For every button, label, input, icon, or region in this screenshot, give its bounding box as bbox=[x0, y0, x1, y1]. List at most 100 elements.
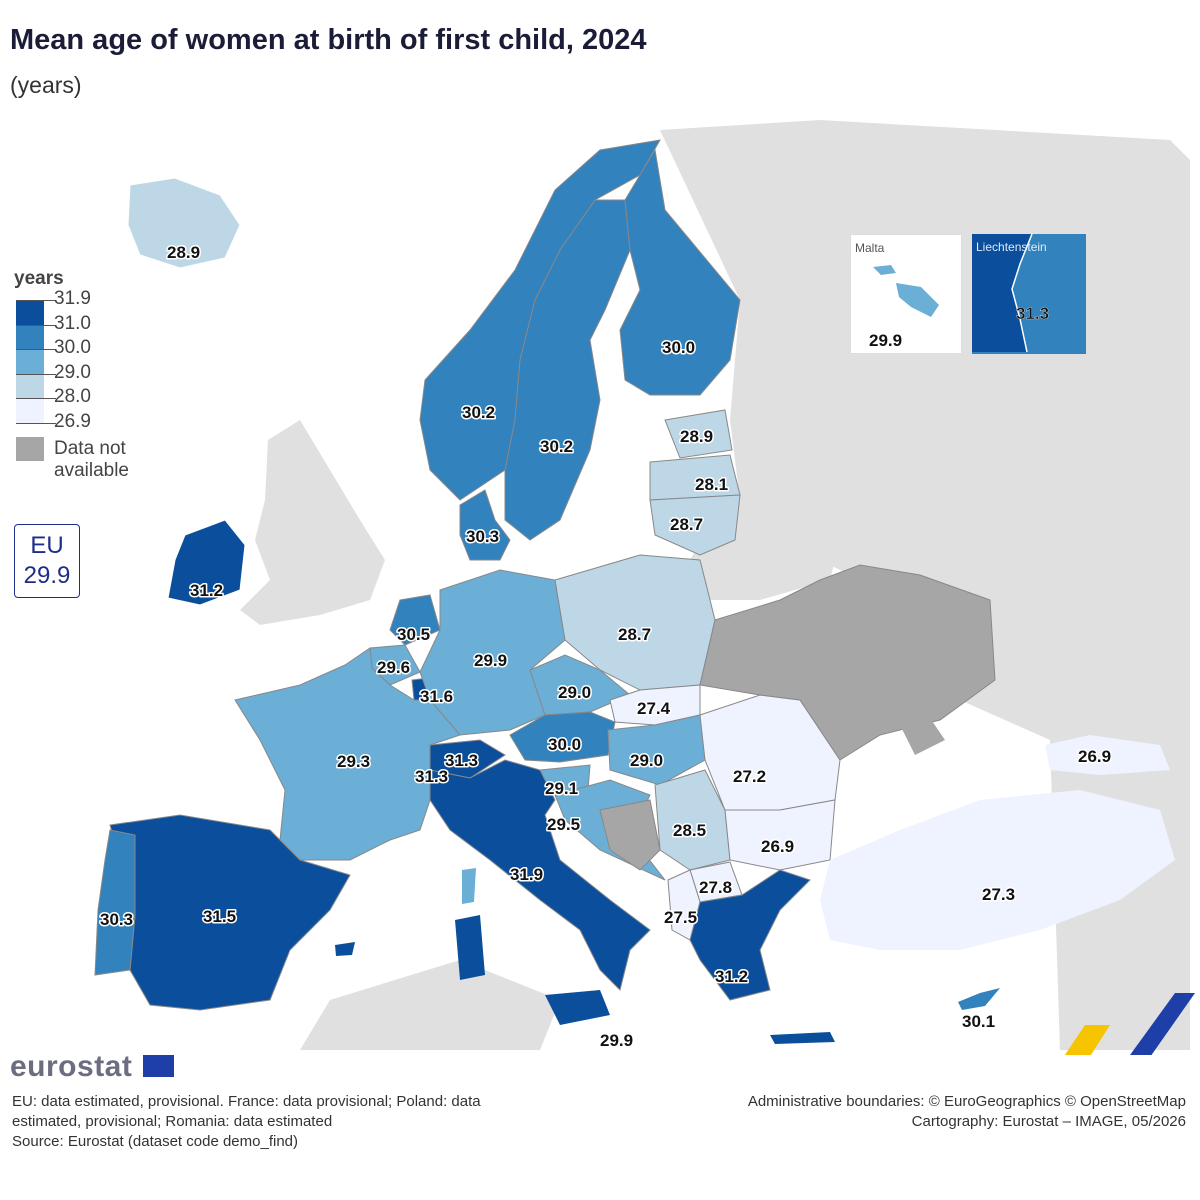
value-ireland: 31.2 bbox=[190, 581, 223, 600]
country-sweden bbox=[504, 199, 631, 541]
value-croatia: 29.5 bbox=[547, 815, 580, 834]
value-portugal: 30.3 bbox=[100, 910, 133, 929]
land-north-africa bbox=[300, 960, 560, 1050]
inset-malta-name: Malta bbox=[855, 241, 885, 255]
map-title: Mean age of women at birth of first chil… bbox=[10, 24, 647, 56]
footer-notes-text: EU: data estimated, provisional. France:… bbox=[12, 1093, 481, 1130]
country-greece bbox=[689, 869, 811, 1001]
inset-malta-map bbox=[873, 265, 939, 317]
island-sardinia bbox=[455, 915, 485, 980]
legend-na-swatch bbox=[16, 436, 44, 461]
eu-label: EU bbox=[30, 532, 64, 559]
legend-bin-6: 26.9 bbox=[14, 411, 91, 432]
inset-malta-island bbox=[896, 283, 939, 317]
value-norway: 30.2 bbox=[462, 403, 495, 422]
footer-source: Source: Eurostat (dataset code demo_find… bbox=[12, 1133, 298, 1150]
value-france: 29.3 bbox=[337, 752, 370, 771]
legend-swatch-3 bbox=[16, 349, 44, 374]
value-greece: 31.2 bbox=[715, 967, 748, 986]
map-subtitle: (years) bbox=[10, 72, 82, 98]
legend-label-5: 28.0 bbox=[54, 386, 91, 407]
legend-bin-1: 31.9 bbox=[14, 288, 91, 325]
country-lithuania bbox=[649, 494, 741, 556]
value-switzerland: 31.3 bbox=[415, 767, 448, 786]
footer-credits: Administrative boundaries: © EuroGeograp… bbox=[626, 1092, 1186, 1132]
country-iceland bbox=[127, 177, 241, 269]
image-logo-mark-blue bbox=[1130, 993, 1195, 1055]
value-germany: 29.9 bbox=[474, 651, 507, 670]
country-bosnia bbox=[599, 799, 661, 871]
legend-label-2: 31.0 bbox=[54, 312, 91, 334]
legend-label-3: 30.0 bbox=[54, 337, 91, 358]
country-moldova-ukraine bbox=[699, 564, 996, 761]
island-corsica bbox=[462, 868, 476, 904]
legend-bin-5: 28.0 bbox=[14, 386, 91, 423]
footer-credits-cartography: Cartography: Eurostat – IMAGE, 05/2026 bbox=[911, 1113, 1186, 1130]
legend-swatch-4 bbox=[16, 373, 44, 398]
legend-na: Data not available bbox=[14, 436, 129, 481]
legend-label-1: 31.9 bbox=[54, 288, 91, 309]
legend-swatch-5 bbox=[16, 398, 44, 423]
eu-flag-icon bbox=[143, 1055, 174, 1077]
image-logo-mark bbox=[1064, 1025, 1110, 1055]
europe-map: 28.9 30.2 30.2 30.0 28.9 28.1 28.7 30.3 … bbox=[94, 120, 1195, 1055]
inset-malta-gozo bbox=[873, 265, 896, 275]
value-lithuania: 28.7 bbox=[670, 515, 703, 534]
country-estonia bbox=[664, 409, 733, 459]
island-balearic bbox=[335, 942, 355, 956]
footer-credits-boundaries: Administrative boundaries: © EuroGeograp… bbox=[747, 1093, 1186, 1110]
value-denmark: 30.3 bbox=[466, 527, 499, 546]
inset-malta: Malta 29.9 bbox=[850, 234, 962, 354]
value-liechtenstein-main: 31.3 bbox=[445, 751, 478, 770]
value-finland: 30.0 bbox=[662, 338, 695, 357]
value-belgium: 29.6 bbox=[377, 658, 410, 677]
inset-liechtenstein-value: 31.3 bbox=[1016, 304, 1050, 323]
value-malta-main: 29.9 bbox=[600, 1031, 633, 1050]
legend-swatch-2 bbox=[16, 324, 44, 349]
legend-bin-2: 31.0 bbox=[14, 313, 91, 349]
value-latvia: 28.1 bbox=[695, 475, 728, 494]
inset-liechtenstein-border bbox=[1011, 234, 1033, 352]
inset-liechtenstein-shape bbox=[972, 234, 1032, 352]
inset-malta-value: 29.9 bbox=[869, 331, 903, 350]
country-italy bbox=[429, 759, 651, 991]
country-cyprus bbox=[958, 988, 1000, 1010]
footer-notes: EU: data estimated, provisional. France:… bbox=[12, 1092, 552, 1152]
legend-tick-2 bbox=[16, 324, 56, 326]
legend-tick-3 bbox=[16, 349, 56, 350]
land-uk bbox=[240, 420, 385, 625]
legend-bin-4: 29.0 bbox=[14, 362, 91, 398]
value-iceland: 28.9 bbox=[167, 243, 200, 262]
value-slovakia: 27.4 bbox=[637, 699, 671, 718]
country-netherlands bbox=[389, 594, 441, 646]
value-north-macedonia: 27.8 bbox=[699, 878, 732, 897]
value-spain: 31.5 bbox=[203, 907, 236, 926]
value-bulgaria: 26.9 bbox=[761, 837, 794, 856]
value-albania: 27.5 bbox=[664, 908, 697, 927]
country-germany bbox=[419, 569, 566, 736]
inset-liechtenstein-name: Liechtenstein bbox=[976, 240, 1047, 254]
country-ireland bbox=[167, 519, 246, 606]
country-finland bbox=[619, 148, 741, 396]
island-crete bbox=[770, 1032, 835, 1044]
country-portugal bbox=[94, 829, 136, 976]
value-slovenia: 29.1 bbox=[545, 779, 578, 798]
value-austria: 30.0 bbox=[548, 735, 581, 754]
map-legend: years 31.9 31.0 30.0 29.0 28.0 26.9 Data… bbox=[14, 268, 129, 481]
value-cyprus: 30.1 bbox=[962, 1012, 995, 1031]
value-serbia: 28.5 bbox=[673, 821, 706, 840]
value-netherlands: 30.5 bbox=[397, 625, 430, 644]
value-czechia: 29.0 bbox=[558, 683, 591, 702]
island-sicily bbox=[545, 990, 610, 1025]
value-georgia: 26.9 bbox=[1078, 747, 1111, 766]
legend-bin-3: 30.0 bbox=[14, 337, 91, 374]
eu-average-box: EU 29.9 bbox=[14, 524, 80, 598]
value-luxembourg: 31.6 bbox=[420, 687, 453, 706]
value-italy: 31.9 bbox=[510, 865, 543, 884]
country-georgia bbox=[1045, 735, 1170, 775]
value-hungary: 29.0 bbox=[630, 751, 663, 770]
value-turkey: 27.3 bbox=[982, 885, 1015, 904]
country-turkey bbox=[820, 790, 1175, 950]
legend-tick-6 bbox=[16, 422, 56, 424]
legend-title: years bbox=[14, 268, 64, 289]
